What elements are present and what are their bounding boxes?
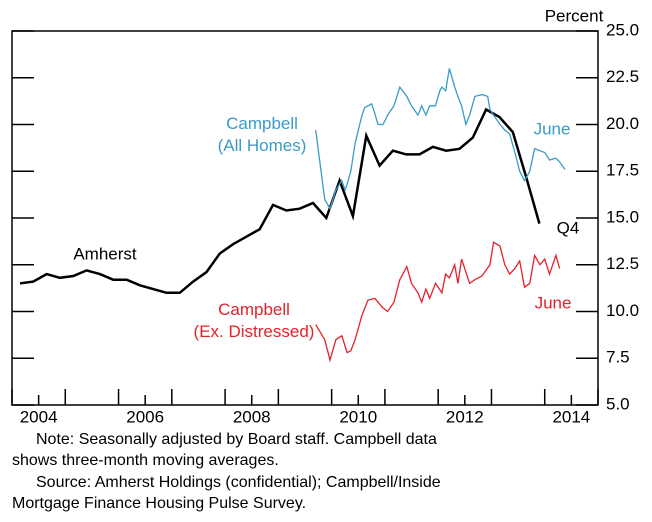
series-label: Amherst — [73, 244, 137, 263]
note-line: shows three-month moving averages. — [12, 452, 279, 469]
y-tick-label: 5.0 — [606, 394, 630, 413]
note-line: Source: Amherst Holdings (confidential);… — [36, 474, 441, 491]
y-tick-label: 17.5 — [606, 161, 639, 180]
note-line: Mortgage Finance Housing Pulse Survey. — [12, 495, 306, 512]
series-label: Q4 — [557, 218, 580, 237]
x-tick-label: 2012 — [446, 407, 484, 426]
series-line — [315, 241, 561, 363]
series-label: Campbell (All Homes) — [218, 114, 307, 155]
y-tick-label: 15.0 — [606, 207, 639, 226]
series-line — [19, 107, 541, 295]
x-tick-label: 2010 — [339, 407, 377, 426]
series-label: Campbell (Ex. Distressed) — [194, 300, 315, 341]
series-line — [315, 68, 566, 211]
plot-frame — [11, 30, 599, 406]
y-tick-label: 12.5 — [606, 254, 639, 273]
y-tick-label: 20.0 — [606, 114, 639, 133]
y-tick-label: 10.0 — [606, 301, 639, 320]
series-label: June — [534, 119, 571, 138]
x-tick-label: 2006 — [126, 407, 164, 426]
series-label: June — [535, 293, 572, 312]
y-tick-label: 7.5 — [606, 348, 630, 367]
y-tick-label: 25.0 — [606, 20, 639, 39]
y-axis-label: Percent — [545, 6, 604, 25]
y-tick-label: 22.5 — [606, 67, 639, 86]
x-tick-label: 2014 — [552, 407, 590, 426]
x-tick-label: 2004 — [20, 407, 58, 426]
note-line: Note: Seasonally adjusted by Board staff… — [36, 431, 437, 448]
x-tick-label: 2008 — [233, 407, 271, 426]
